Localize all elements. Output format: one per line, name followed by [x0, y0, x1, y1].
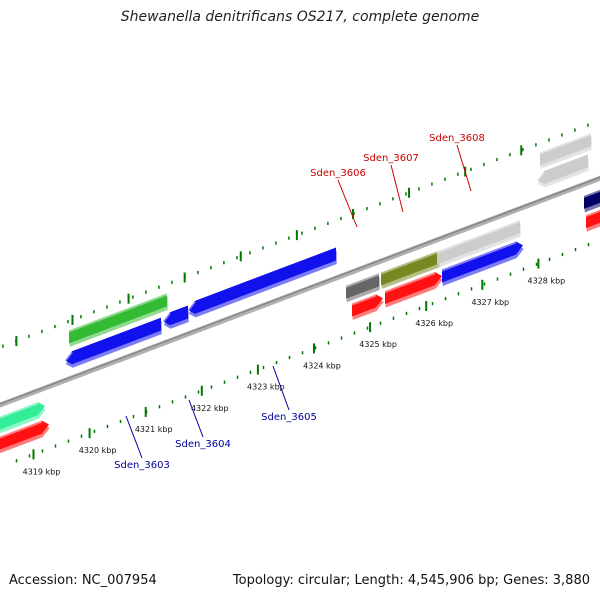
- feature-face: [584, 189, 600, 209]
- feature-box-gray: [345, 273, 380, 303]
- feature-arrow-blue: [187, 247, 337, 318]
- feature-highlight: [345, 273, 380, 288]
- feature-highlight: [162, 312, 171, 324]
- feature-face: [437, 220, 520, 265]
- accession-text: Accession: NC_007954: [9, 573, 157, 588]
- feature-highlight: [0, 402, 39, 419]
- leader-line: [272, 365, 290, 411]
- leader-line: [188, 399, 204, 438]
- feature-face: [0, 420, 49, 450]
- feature-arrow-red: [585, 209, 600, 232]
- feature-face: [540, 133, 591, 166]
- feature-highlight: [64, 351, 73, 363]
- feature-box-green: [68, 293, 168, 347]
- map-title: Shewanella denitrificans OS217, complete…: [120, 9, 480, 25]
- feature-box-light-gray: [539, 133, 592, 169]
- leader-line: [456, 144, 472, 192]
- tick-label: 4321 kbp: [135, 425, 173, 434]
- feature-highlight: [585, 209, 600, 218]
- feature-highlight: [436, 220, 521, 254]
- feature-track: [0, 133, 600, 454]
- tick-label: 4320 kbp: [79, 446, 117, 455]
- feature-face: [0, 402, 45, 430]
- gene-label-sden-3608: Sden_3608: [429, 133, 485, 192]
- tick-label: 4322 kbp: [191, 404, 229, 413]
- tick-label: 4328 kbp: [528, 277, 566, 286]
- gene-label-sden-3607: Sden_3607: [363, 153, 419, 213]
- backbone-line: [0, 175, 600, 408]
- feature-arrow-red: [0, 420, 50, 454]
- feature-face: [346, 273, 379, 299]
- gene-name: Sden_3607: [363, 153, 419, 164]
- feature-highlight: [384, 272, 436, 293]
- tick-label: 4326 kbp: [415, 319, 453, 328]
- gene-label-sden-3603: Sden_3603: [114, 415, 170, 471]
- feature-highlight: [539, 133, 592, 155]
- gene-labels: Sden_3603 Sden_3604 Sden_3605 Sden_3606 Sden…: [114, 133, 485, 471]
- feature-face: [537, 154, 588, 184]
- backbone-edge: [0, 176, 600, 405]
- tick-label: 4327 kbp: [471, 298, 509, 307]
- gene-label-sden-3604: Sden_3604: [175, 399, 231, 450]
- feature-arrow-blue: [536, 154, 589, 188]
- feature-face: [188, 247, 336, 314]
- feature-face: [65, 317, 161, 365]
- tick-label: 4324 kbp: [303, 361, 341, 370]
- scale-ticks: 4319 kbp 4320 kbp 4321 kbp 4322 kbp 4323 kbp…: [15, 145, 566, 476]
- leader-line: [125, 415, 143, 459]
- feature-arrow-red: [384, 272, 443, 308]
- gene-name: Sden_3608: [429, 133, 485, 144]
- feature-box-light-gray: [436, 220, 521, 268]
- gene-name: Sden_3603: [114, 460, 170, 471]
- feature-box-navy: [583, 189, 600, 213]
- feature-arrow-teal: [0, 402, 46, 434]
- feature-face: [586, 209, 600, 229]
- gene-name: Sden_3605: [261, 412, 317, 423]
- feature-highlight: [68, 293, 168, 333]
- feature-arrow-blue: [162, 305, 189, 329]
- tick-label: 4323 kbp: [247, 383, 285, 392]
- gene-label-sden-3606: Sden_3606: [310, 168, 366, 228]
- feature-face: [381, 250, 439, 286]
- feature-box-olive: [380, 250, 440, 290]
- feature-highlight: [441, 241, 517, 272]
- feature-arrow-red: [441, 241, 524, 287]
- feature-highlight: [0, 420, 43, 439]
- gene-name: Sden_3604: [175, 439, 231, 450]
- feature-highlight: [380, 250, 440, 275]
- genome-backbone: [0, 175, 600, 408]
- tick-label: 4319 kbp: [23, 467, 61, 476]
- feature-highlight: [351, 294, 377, 306]
- dotted-guide-lines: [2, 123, 590, 463]
- gene-label-sden-3605: Sden_3605: [261, 365, 317, 423]
- feature-arrow-blue: [64, 317, 162, 368]
- tick-label: 4325 kbp: [359, 340, 397, 349]
- feature-highlight: [536, 171, 545, 182]
- leader-line: [337, 179, 358, 228]
- gene-name: Sden_3606: [310, 168, 366, 179]
- feature-arrow-red: [351, 294, 384, 321]
- topology-summary: Topology: circular; Length: 4,545,906 bp…: [232, 573, 590, 588]
- feature-highlight: [583, 189, 600, 198]
- feature-face: [385, 272, 442, 305]
- feature-highlight: [187, 301, 196, 312]
- feature-face: [163, 305, 188, 326]
- feature-face: [442, 241, 523, 283]
- leader-line: [390, 164, 404, 213]
- feature-face: [352, 294, 383, 317]
- feature-face: [69, 293, 167, 344]
